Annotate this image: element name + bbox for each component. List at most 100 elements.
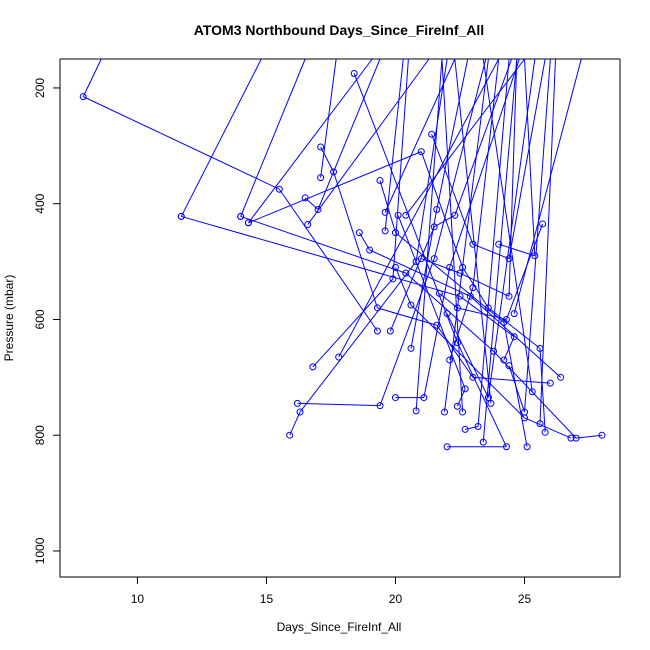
data-point — [541, 428, 549, 436]
series-segment — [320, 146, 334, 173]
series-segment — [493, 350, 577, 439]
series-segment — [472, 243, 510, 260]
data-point — [417, 148, 425, 156]
data-point — [557, 373, 565, 381]
data-point — [304, 221, 312, 229]
series-segment — [454, 58, 492, 404]
data-point — [350, 69, 358, 77]
data-point — [453, 402, 461, 410]
series-segment — [415, 58, 448, 262]
profile-series — [461, 58, 510, 433]
series-segment — [524, 58, 536, 256]
data-point — [433, 205, 441, 213]
profile-series — [402, 58, 525, 219]
data-point — [309, 363, 317, 371]
data-point — [510, 310, 518, 318]
data-point — [456, 292, 464, 300]
series-segment — [320, 58, 337, 178]
profile-series — [407, 58, 469, 352]
data-point — [502, 443, 510, 451]
data-point — [567, 434, 575, 442]
data-point — [435, 289, 443, 297]
series-segment — [477, 58, 510, 427]
y-axis-label: Pressure (mbar) — [2, 275, 16, 362]
data-point — [428, 130, 436, 138]
data-point — [505, 362, 513, 370]
series-segment — [247, 58, 373, 224]
data-point — [456, 269, 464, 277]
data-point — [487, 399, 495, 407]
series-segment — [405, 58, 525, 216]
data-point — [469, 284, 477, 292]
profile-series — [441, 58, 489, 416]
series-segment — [423, 267, 451, 398]
y-tick-label: 600 — [33, 309, 47, 329]
data-point — [296, 408, 304, 416]
profile-series — [495, 58, 539, 260]
series-segment — [377, 307, 437, 326]
data-point — [237, 212, 245, 220]
profile-series — [79, 58, 381, 335]
data-point — [528, 388, 536, 396]
data-point — [335, 353, 343, 361]
series-segment — [384, 58, 404, 231]
series-segment — [317, 58, 381, 210]
series-segment — [469, 295, 561, 378]
series-segment — [415, 58, 443, 411]
series-segment — [482, 58, 533, 392]
series-segment — [82, 58, 102, 97]
y-tick-label: 1000 — [33, 537, 47, 564]
series-segment — [431, 134, 474, 245]
x-tick-label: 25 — [518, 592, 532, 606]
data-point — [433, 321, 441, 329]
data-point — [373, 327, 381, 335]
series-segment — [524, 58, 551, 413]
data-point — [443, 443, 451, 451]
data-point — [417, 255, 425, 263]
data-point — [523, 443, 531, 451]
profile-series — [304, 58, 430, 229]
profile-series — [536, 58, 556, 428]
data-point — [441, 408, 449, 416]
plot-frame — [59, 58, 621, 578]
profile-series — [335, 58, 500, 361]
series-segment — [576, 434, 602, 439]
profile-series — [381, 58, 404, 235]
series-segment — [240, 215, 406, 274]
data-point — [391, 229, 399, 237]
series-segment — [278, 188, 378, 332]
series-segment — [312, 278, 394, 368]
series-segment — [441, 58, 464, 413]
profile-series — [317, 58, 337, 182]
profile-series — [510, 58, 582, 318]
profile-series — [237, 58, 306, 220]
data-point — [373, 304, 381, 312]
series-segment — [389, 226, 435, 332]
data-point — [293, 399, 301, 407]
series-segment — [333, 171, 378, 309]
profile-series — [286, 58, 448, 439]
data-point — [376, 177, 384, 185]
series-segment — [488, 307, 541, 349]
data-point — [317, 174, 325, 182]
data-point — [505, 255, 513, 263]
x-tick-label: 20 — [389, 592, 403, 606]
profile-series — [454, 58, 495, 407]
data-point — [502, 315, 510, 323]
data-point — [430, 255, 438, 263]
x-axis-label: Days_Since_FireInf_All — [277, 620, 402, 634]
series-segment — [472, 58, 500, 288]
data-point — [391, 263, 399, 271]
series-segment — [353, 73, 458, 343]
chart-title: ATOM3 Northbound Days_Since_FireInf_All — [194, 22, 484, 38]
series-segment — [433, 58, 487, 259]
data-point — [521, 408, 529, 416]
series-segment — [472, 376, 551, 384]
data-point — [381, 227, 389, 235]
data-point — [402, 269, 410, 277]
data-point — [394, 211, 402, 219]
data-point — [177, 212, 185, 220]
data-point — [402, 211, 410, 219]
profile-series — [441, 58, 467, 416]
data-point — [244, 219, 252, 227]
